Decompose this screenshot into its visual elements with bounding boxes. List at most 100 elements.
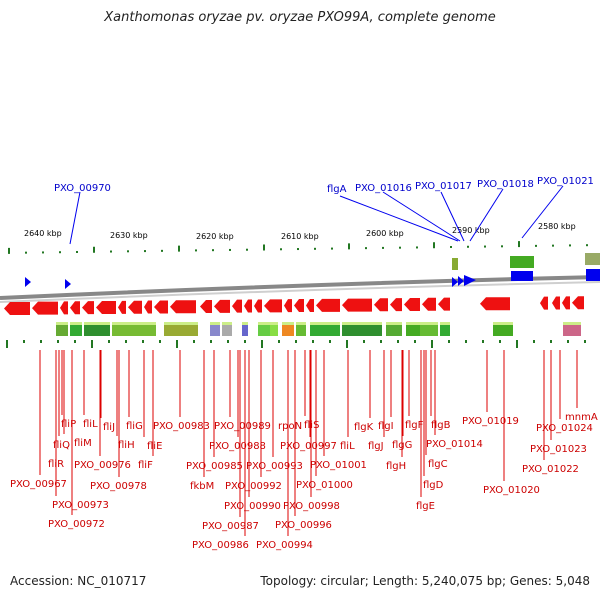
gene-label[interactable]: fliH bbox=[118, 440, 135, 451]
gene-label[interactable]: PXO_00985 bbox=[186, 461, 243, 472]
reverse-gene[interactable] bbox=[32, 301, 58, 315]
reverse-gene[interactable] bbox=[438, 297, 450, 311]
lower-tick bbox=[567, 340, 569, 343]
gene-label[interactable]: PXO_00978 bbox=[90, 481, 147, 492]
forward-gene bbox=[458, 276, 464, 286]
gene-label[interactable]: PXO_01020 bbox=[483, 485, 540, 496]
gene-label[interactable]: flgE bbox=[416, 501, 435, 512]
gene-label[interactable]: PXO_01001 bbox=[310, 460, 367, 471]
reverse-gene[interactable] bbox=[562, 296, 570, 310]
reverse-gene[interactable] bbox=[4, 301, 30, 315]
reverse-strand[interactable] bbox=[4, 296, 584, 315]
gene-label[interactable]: fliJ bbox=[103, 422, 115, 433]
gene-label[interactable]: fliL bbox=[83, 419, 98, 430]
gene-label[interactable]: mnmA bbox=[565, 412, 598, 423]
reverse-gene[interactable] bbox=[200, 300, 212, 313]
lower-tick bbox=[414, 340, 416, 343]
reverse-gene[interactable] bbox=[144, 300, 152, 314]
reverse-gene[interactable] bbox=[70, 301, 80, 315]
expression-bar-highlight bbox=[56, 322, 68, 325]
gene-label[interactable]: PXO_00973 bbox=[52, 500, 109, 511]
reverse-gene[interactable] bbox=[244, 299, 252, 313]
reverse-gene[interactable] bbox=[480, 297, 510, 311]
gene-label[interactable]: flgD bbox=[423, 480, 444, 491]
gene-label[interactable]: rpoN bbox=[278, 421, 302, 432]
gene-label[interactable]: fliG bbox=[126, 421, 143, 432]
gene-label[interactable]: flgK bbox=[354, 422, 374, 433]
gene-label[interactable]: PXO_00976 bbox=[74, 460, 131, 471]
gene-label[interactable]: flgC bbox=[428, 459, 448, 470]
lower-tick bbox=[516, 340, 518, 348]
gene-label[interactable]: flgG bbox=[392, 440, 412, 451]
gene-label[interactable]: PXO_01022 bbox=[522, 464, 579, 475]
gene-label[interactable]: PXO_00986 bbox=[192, 540, 249, 551]
gene-label[interactable]: fkbM bbox=[190, 481, 214, 492]
scale-tick bbox=[569, 244, 571, 247]
gene-label[interactable]: fliE bbox=[147, 441, 162, 452]
reverse-gene[interactable] bbox=[306, 298, 314, 312]
reverse-gene[interactable] bbox=[214, 299, 230, 313]
gene-label[interactable]: fliL bbox=[340, 441, 355, 452]
gene-label[interactable]: PXO_00983 bbox=[153, 421, 210, 432]
reverse-gene[interactable] bbox=[316, 298, 340, 312]
reverse-gene[interactable] bbox=[540, 296, 548, 310]
scale-tick bbox=[246, 248, 248, 251]
reverse-gene[interactable] bbox=[404, 297, 420, 311]
scale-labels: 2640 kbp 2630 kbp 2620 kbp 2610 kbp 2600… bbox=[24, 222, 576, 241]
gene-label[interactable]: fliP bbox=[61, 419, 76, 430]
reverse-gene[interactable] bbox=[82, 301, 94, 315]
reverse-gene[interactable] bbox=[254, 299, 262, 313]
gene-label[interactable]: PXO_00992 bbox=[225, 481, 282, 492]
leader-pxo01016 bbox=[382, 191, 461, 242]
reverse-gene[interactable] bbox=[264, 299, 282, 313]
reverse-gene[interactable] bbox=[390, 298, 402, 312]
gene-label[interactable]: flgI bbox=[378, 421, 394, 432]
reverse-gene[interactable] bbox=[118, 300, 126, 314]
gene-label[interactable]: PXO_00967 bbox=[10, 479, 67, 490]
gene-label[interactable]: fliQ bbox=[53, 440, 70, 451]
gene-label[interactable]: flgF bbox=[405, 420, 424, 431]
gene-label[interactable]: fliF bbox=[138, 460, 153, 471]
gene-label[interactable]: PXO_01000 bbox=[296, 480, 353, 491]
reverse-gene[interactable] bbox=[154, 300, 168, 314]
gene-label[interactable]: PXO_00987 bbox=[202, 521, 259, 532]
gene-label[interactable]: fliS bbox=[304, 420, 319, 431]
gene-label[interactable]: PXO_00994 bbox=[256, 540, 313, 551]
gene-label[interactable]: PXO_00997 bbox=[280, 441, 337, 452]
forward-strand[interactable] bbox=[25, 253, 600, 289]
gene-label[interactable]: flgH bbox=[386, 461, 406, 472]
reverse-gene[interactable] bbox=[232, 299, 242, 313]
gene-label[interactable]: PXO_00972 bbox=[48, 519, 105, 530]
gene-label[interactable]: flgJ bbox=[368, 441, 384, 452]
reverse-gene[interactable] bbox=[294, 299, 304, 313]
gene-label[interactable]: PXO_00993 bbox=[246, 461, 303, 472]
reverse-gene[interactable] bbox=[128, 300, 142, 314]
gene-label[interactable]: PXO_00998 bbox=[283, 501, 340, 512]
reverse-gene[interactable] bbox=[422, 297, 436, 311]
reverse-gene[interactable] bbox=[552, 296, 560, 310]
gene-label[interactable]: PXO_01014 bbox=[426, 439, 483, 450]
gene-label[interactable]: PXO_00989 bbox=[214, 421, 271, 432]
expression-bar bbox=[270, 322, 278, 336]
reverse-gene[interactable] bbox=[96, 301, 116, 315]
gene-label[interactable]: PXO_00996 bbox=[275, 520, 332, 531]
reverse-gene[interactable] bbox=[170, 300, 196, 314]
genome-backbone-shadow bbox=[0, 281, 600, 303]
gene-label[interactable]: PXO_00990 bbox=[224, 501, 281, 512]
reverse-gene[interactable] bbox=[374, 298, 388, 312]
gene-label[interactable]: PXO_00988 bbox=[209, 441, 266, 452]
reverse-gene[interactable] bbox=[342, 298, 372, 312]
reverse-gene[interactable] bbox=[60, 301, 68, 315]
reverse-gene[interactable] bbox=[284, 299, 292, 313]
gene-label[interactable]: flgB bbox=[431, 420, 451, 431]
top-labels[interactable]: PXO_00970 flgA PXO_01016 PXO_01017 PXO_0… bbox=[54, 176, 594, 245]
gene-label[interactable]: PXO_01023 bbox=[530, 444, 587, 455]
gene-label[interactable]: PXO_01019 bbox=[462, 416, 519, 427]
expression-bar-highlight bbox=[420, 322, 438, 325]
reverse-gene[interactable] bbox=[572, 296, 584, 310]
gene-label[interactable]: PXO_01024 bbox=[536, 423, 593, 434]
gene-label[interactable]: fliM bbox=[74, 438, 92, 449]
expression-bar-highlight bbox=[164, 322, 198, 325]
